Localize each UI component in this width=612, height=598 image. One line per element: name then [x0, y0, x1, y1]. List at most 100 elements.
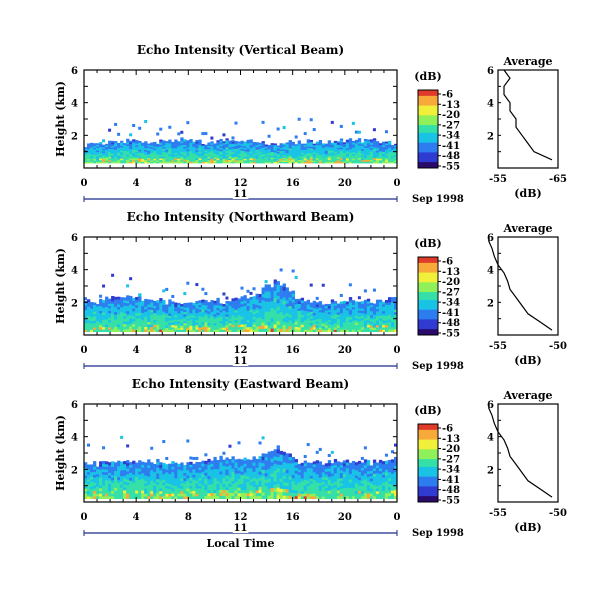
heatmap-cell — [174, 478, 178, 481]
heatmap-cell — [312, 496, 317, 500]
heatmap-cell — [306, 322, 311, 326]
heatmap-cell — [348, 495, 353, 500]
heatmap-cell — [276, 299, 280, 304]
heatmap-cell — [321, 153, 326, 155]
heatmap — [84, 268, 398, 333]
heatmap-cell — [252, 146, 256, 149]
heatmap-cell — [276, 284, 280, 289]
heatmap-cell — [312, 329, 317, 333]
heatmap-cell — [378, 482, 383, 486]
heatmap-cell — [354, 485, 359, 489]
heatmap-cell — [339, 142, 344, 145]
heatmap-cell — [165, 158, 169, 161]
heatmap-cell — [243, 466, 247, 470]
heatmap-cell — [378, 311, 383, 314]
heatmap-cell — [132, 477, 136, 481]
heatmap-cell — [159, 485, 163, 489]
heatmap-cell — [225, 138, 229, 141]
heatmap-cell — [201, 148, 205, 151]
heatmap-cell — [258, 492, 262, 496]
colorbar-tick-label: -48 — [442, 151, 460, 162]
heatmap-cell — [135, 318, 139, 322]
heatmap-cell — [243, 308, 247, 312]
colorbar-tick-label: -41 — [442, 475, 460, 486]
heatmap-cell — [291, 305, 295, 309]
colorbar-segment — [418, 317, 438, 320]
heatmap-cell — [345, 476, 350, 480]
heatmap-cell — [192, 154, 196, 157]
heatmap-cell — [276, 295, 280, 300]
heatmap-cell — [258, 157, 262, 160]
heatmap-cell — [210, 144, 214, 147]
heatmap-cell — [327, 161, 332, 164]
heatmap-cell — [225, 314, 229, 317]
heatmap-cell — [378, 462, 383, 466]
heatmap-cell — [264, 287, 268, 292]
heatmap-cell — [357, 306, 362, 309]
heatmap-cell — [243, 323, 247, 327]
heatmap-cell — [171, 294, 175, 298]
heatmap-cell — [246, 143, 250, 146]
heatmap-cell — [234, 304, 238, 308]
heatmap-cell — [150, 480, 154, 484]
heatmap-cell — [390, 156, 395, 158]
heatmap-cell — [345, 143, 350, 146]
heatmap-cell — [249, 144, 253, 147]
heatmap-cell — [171, 315, 175, 319]
heatmap-cell — [240, 153, 244, 156]
heatmap-cell — [183, 305, 187, 308]
heatmap-cell — [99, 320, 103, 323]
colorbar-segment — [418, 103, 438, 107]
heatmap-cell — [393, 299, 398, 303]
heatmap-cell — [150, 464, 154, 468]
heatmap-cell — [285, 495, 289, 500]
colorbar-segment — [418, 303, 438, 307]
heatmap-cell — [288, 453, 292, 457]
colorbar-segment — [418, 470, 438, 474]
heatmap-cell — [213, 303, 217, 306]
heatmap-cell — [153, 317, 157, 321]
heatmap-cell — [339, 157, 344, 160]
heatmap-cell — [237, 300, 241, 304]
heatmap-cell — [324, 318, 329, 322]
heatmap-cell — [144, 309, 148, 312]
heatmap-cell — [195, 485, 199, 489]
heatmap-cell — [357, 471, 362, 475]
colorbar-segment — [418, 451, 438, 454]
heatmap-cell — [261, 120, 265, 124]
heatmap-cell — [318, 480, 323, 484]
colorbar-segment — [418, 121, 438, 124]
heatmap-cell — [234, 329, 238, 333]
heatmap-cell — [297, 150, 301, 153]
heatmap-cell — [261, 306, 265, 310]
heatmap-cell — [357, 493, 362, 497]
heatmap-cell — [237, 490, 241, 494]
heatmap-cell — [288, 328, 292, 333]
heatmap-cell — [306, 475, 311, 479]
heatmap-cell — [99, 303, 103, 307]
heatmap-cell — [201, 146, 205, 149]
heatmap-cell — [303, 490, 308, 494]
heatmap-cell — [150, 475, 154, 479]
heatmap-cell — [174, 323, 178, 326]
heatmap-cell — [282, 481, 286, 486]
colorbar-segment — [418, 90, 438, 93]
heatmap-cell — [270, 476, 274, 481]
heatmap-cell — [384, 161, 389, 164]
heatmap-cell — [225, 296, 229, 300]
heatmap-cell — [183, 307, 187, 310]
heatmap-cell — [171, 487, 175, 491]
heatmap-cell — [84, 147, 88, 149]
heatmap-cell — [165, 469, 169, 473]
heatmap-cell — [192, 466, 196, 470]
heatmap-cell — [249, 146, 253, 149]
heatmap-cell — [282, 478, 286, 483]
heatmap-cell — [129, 158, 133, 161]
heatmap-cell — [378, 479, 383, 483]
heatmap-cell — [354, 161, 359, 164]
heatmap-cell — [90, 471, 94, 475]
heatmap-cell — [114, 152, 118, 155]
heatmap-cell — [102, 477, 106, 481]
heatmap-cell — [369, 488, 374, 492]
heatmap-cell — [213, 161, 217, 164]
